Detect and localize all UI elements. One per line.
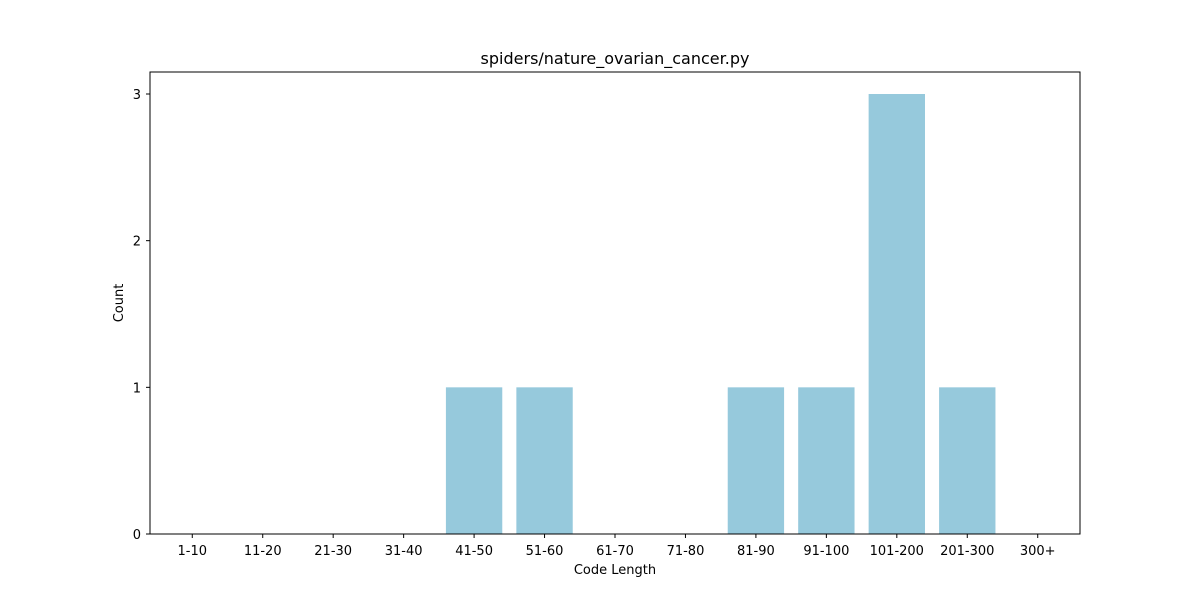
x-tick-label: 31-40 [385, 544, 423, 559]
x-axis-label: Code Length [574, 563, 656, 578]
bar-81-90 [727, 387, 785, 534]
x-tick-label: 91-100 [803, 544, 849, 559]
y-axis-label: Count [112, 284, 127, 323]
bar-201-300 [939, 387, 996, 534]
x-tick-label: 71-80 [667, 544, 705, 559]
y-tick-label: 3 [133, 88, 141, 103]
y-axis-ticks: 0 1 2 3 [133, 88, 150, 543]
bar-91-100 [798, 387, 855, 534]
y-tick-label: 2 [133, 235, 141, 250]
x-tick-label: 1-10 [178, 544, 208, 559]
x-tick-label: 11-20 [244, 544, 282, 559]
x-tick-label: 41-50 [455, 544, 493, 559]
bar-51-60 [516, 387, 573, 534]
x-tick-label: 61-70 [596, 544, 634, 559]
x-tick-label: 51-60 [526, 544, 564, 559]
y-tick-label: 1 [133, 381, 141, 396]
x-tick-label: 101-200 [870, 544, 924, 559]
plot-frame [149, 71, 1081, 535]
bar-41-50 [445, 387, 503, 534]
bars-layer [445, 94, 996, 534]
x-tick-label: 300+ [1020, 544, 1056, 559]
y-tick-label: 0 [133, 528, 141, 543]
x-tick-label: 21-30 [314, 544, 352, 559]
bar-101-200 [868, 94, 925, 534]
x-tick-label: 81-90 [737, 544, 775, 559]
x-axis-ticks: 1-10 11-20 21-30 31-40 41-50 51-60 61-70 71-80 8… [178, 534, 1056, 559]
x-tick-label: 201-300 [940, 544, 994, 559]
chart-title: spiders/nature_ovarian_cancer.py [481, 49, 750, 69]
